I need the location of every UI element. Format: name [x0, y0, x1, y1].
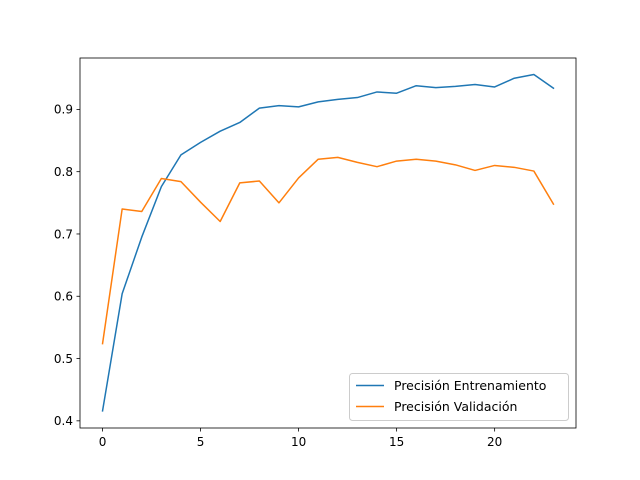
- legend: Precisión Entrenamiento Precisión Valida…: [349, 373, 569, 421]
- y-tick-label: 0.8: [54, 165, 73, 179]
- plot-frame: [79, 57, 577, 429]
- y-tick-label: 0.4: [54, 414, 73, 428]
- y-tick-label: 0.5: [54, 352, 73, 366]
- legend-label-training: Precisión Entrenamiento: [394, 378, 546, 393]
- x-tick-label: 0: [99, 435, 107, 449]
- legend-box: [349, 373, 569, 421]
- x-axis-ticks: 0 5 10 15 20: [99, 428, 502, 449]
- legend-label-validation: Precisión Validación: [394, 399, 517, 414]
- y-tick-label: 0.6: [54, 290, 73, 304]
- y-tick-label: 0.9: [54, 103, 73, 117]
- series-line-1: [101, 156, 555, 345]
- series-lines: [101, 73, 555, 412]
- series-line-0: [101, 73, 555, 412]
- x-tick-label: 15: [389, 435, 404, 449]
- plot-area: [80, 58, 576, 428]
- y-tick-label: 0.7: [54, 227, 73, 241]
- y-axis-ticks: 0.4 0.5 0.6 0.7 0.8 0.9: [54, 103, 80, 428]
- x-tick-label: 10: [291, 435, 306, 449]
- x-tick-label: 20: [487, 435, 502, 449]
- x-tick-label: 5: [197, 435, 205, 449]
